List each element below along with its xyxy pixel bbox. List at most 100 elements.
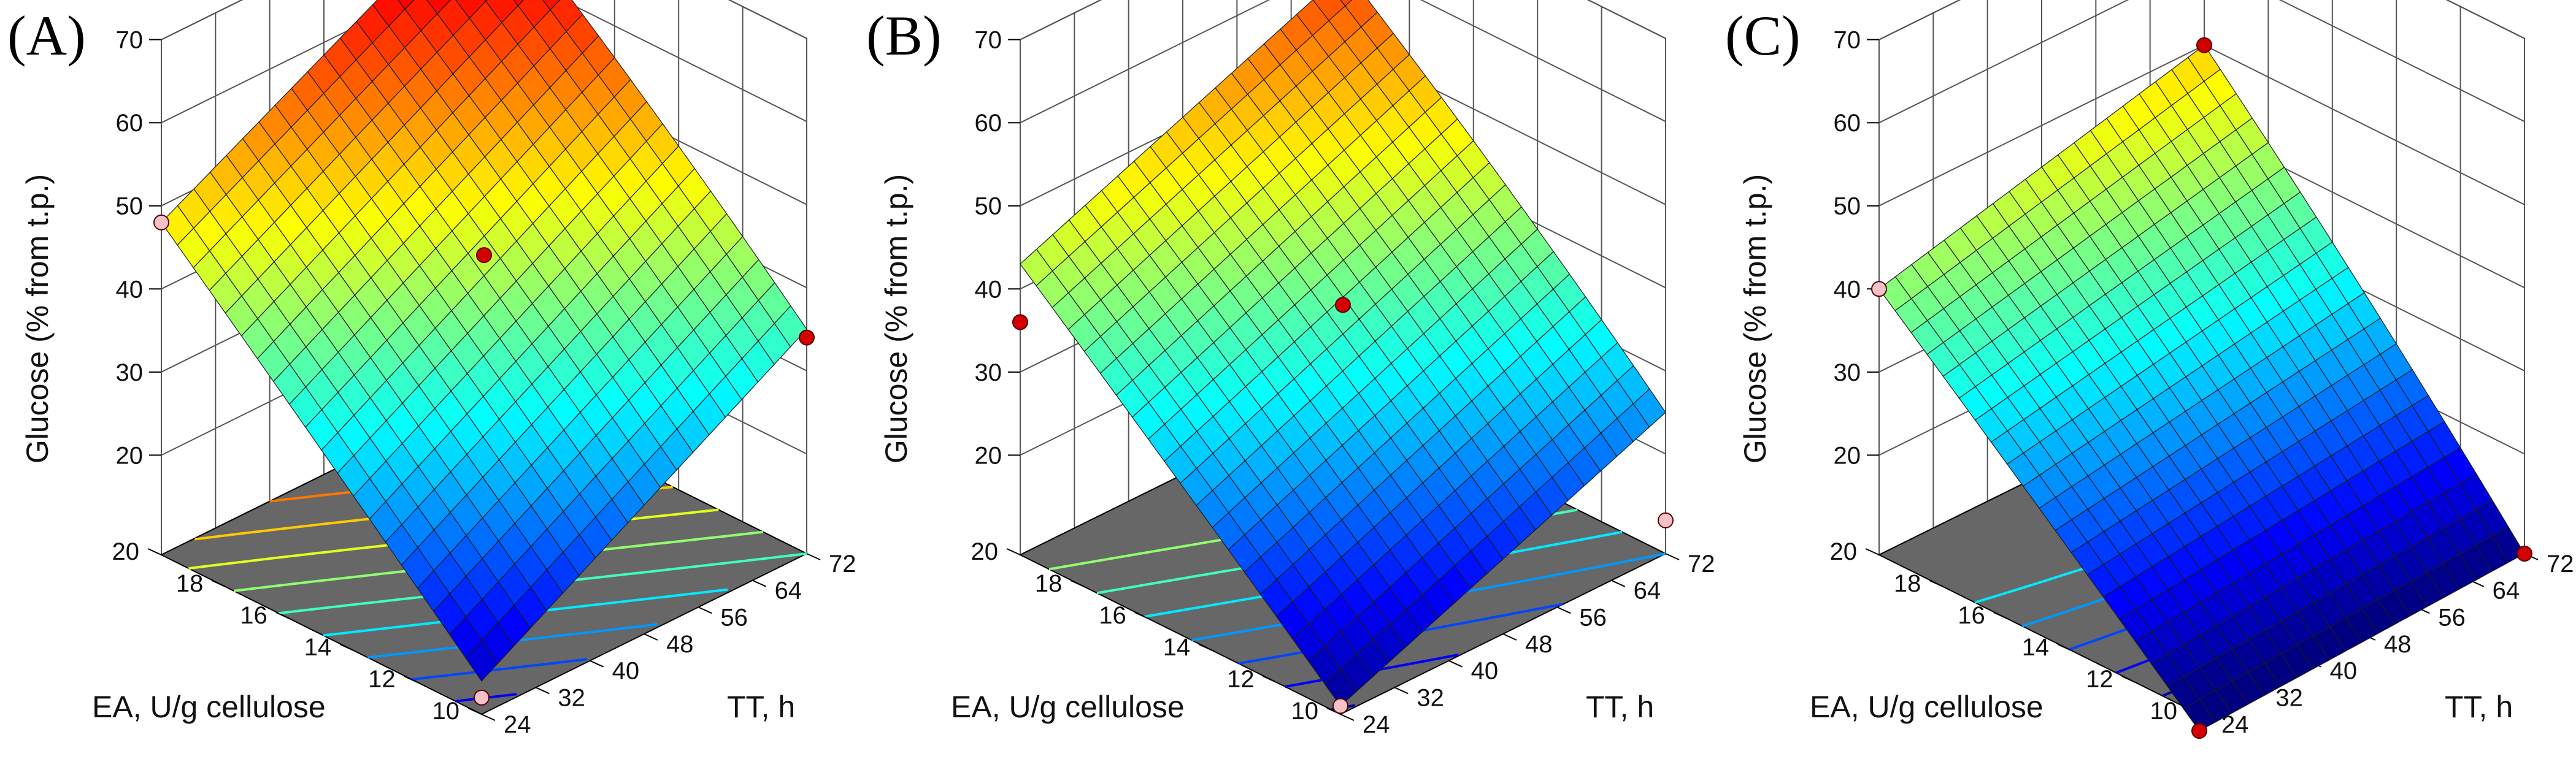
y-tick-label: 48 <box>1525 631 1553 658</box>
z-tick-label: 60 <box>116 110 144 137</box>
z-tick-label: 40 <box>1834 276 1861 303</box>
z-tick-label: 30 <box>116 359 144 386</box>
x-axis-label: EA, U/g cellulose <box>92 690 326 724</box>
x-tick-mark <box>211 580 226 587</box>
design-point <box>799 329 815 346</box>
y-tick-mark <box>1665 553 1680 560</box>
x-tick-mark <box>1134 612 1149 619</box>
design-point <box>2516 546 2532 562</box>
y-tick-mark <box>1556 606 1571 614</box>
z-tick-label: 20 <box>1834 442 1861 469</box>
y-tick-mark <box>1611 579 1626 587</box>
y-axis-label: TT, h <box>1586 690 1654 724</box>
z-tick-label: 60 <box>975 110 1002 137</box>
x-tick-mark <box>1865 548 1880 555</box>
x-tick-mark <box>2121 676 2136 683</box>
y-tick-mark <box>1448 660 1463 668</box>
surface-chart-c: 10121416182024324048566472203040506070Gl… <box>1738 0 2574 739</box>
y-tick-label: 64 <box>1634 578 1661 605</box>
y-tick-label: 56 <box>720 604 748 631</box>
x-tick-label: 18 <box>1035 570 1063 597</box>
design-point <box>2191 723 2207 739</box>
x-tick-label: 14 <box>304 634 332 661</box>
design-point <box>1332 698 1348 714</box>
x-tick-mark <box>1198 644 1213 651</box>
x-tick-mark <box>147 548 162 555</box>
y-tick-mark <box>1502 633 1517 641</box>
y-tick-mark <box>590 660 604 668</box>
y-tick-label: 72 <box>829 551 856 578</box>
surface-chart-b: 10 12 14 16 18 20 24 32 40 48 56 64 72 20 30 40 50 60 70 Gl… <box>879 0 1715 738</box>
z-axis-label: Glucose (% from t.p.) <box>1738 174 1772 463</box>
panel-label: (C) <box>1725 4 1801 67</box>
design-point <box>1658 512 1674 528</box>
y-tick-label: 32 <box>558 684 585 711</box>
surface-cell <box>465 639 499 682</box>
z-tick-label: 50 <box>1834 193 1861 220</box>
x-axis-label: EA, U/g cellulose <box>951 690 1185 724</box>
z-tick-label: 30 <box>975 359 1002 386</box>
z-tick-label: 60 <box>1834 110 1861 137</box>
z-tick-label: 20 <box>116 442 144 469</box>
y-axis-label: TT, h <box>727 690 795 724</box>
design-point <box>1335 297 1351 313</box>
z-tick-label: 40 <box>975 276 1002 303</box>
y-tick-mark <box>752 579 767 587</box>
y-tick-label: 56 <box>2438 604 2466 631</box>
y-tick-mark <box>1394 687 1409 695</box>
y-tick-label: 40 <box>1471 658 1499 685</box>
contour-line <box>411 658 588 681</box>
y-tick-label: 24 <box>504 711 531 738</box>
y-tick-label: 24 <box>1363 711 1390 738</box>
y-tick-mark <box>481 714 496 721</box>
z-tick-label: 30 <box>1834 359 1861 386</box>
design-point <box>474 689 490 706</box>
x-tick-mark <box>275 612 290 619</box>
x-tick-mark <box>404 676 418 683</box>
y-tick-label: 56 <box>1579 604 1607 631</box>
z-tick-label: 40 <box>116 276 144 303</box>
x-tick-mark <box>1263 676 1277 683</box>
panel-label: (B) <box>866 4 942 67</box>
surface-cell <box>1340 0 1353 7</box>
design-point <box>153 214 169 231</box>
y-tick-mark <box>1340 714 1355 721</box>
surface-cell <box>513 0 524 7</box>
x-tick-label: 12 <box>1227 666 1255 693</box>
z-tick-label: 50 <box>116 193 144 220</box>
y-tick-label: 32 <box>1417 684 1444 711</box>
y-tick-label: 40 <box>2330 658 2358 685</box>
x-tick-mark <box>339 644 354 651</box>
x-tick-label: 18 <box>176 570 204 597</box>
x-tick-label: 12 <box>2086 666 2113 693</box>
z-axis-label: Glucose (% from t.p.) <box>20 174 55 463</box>
x-axis-label: EA, U/g cellulose <box>1810 690 2043 724</box>
z-tick-label: 70 <box>116 27 144 54</box>
z-tick-label: 70 <box>1834 27 1861 54</box>
design-point <box>476 247 492 264</box>
x-tick-label: 20 <box>1830 538 1858 565</box>
surface-cell <box>2183 698 2217 731</box>
x-tick-label: 18 <box>1894 570 1921 597</box>
x-tick-mark <box>1929 580 1944 587</box>
y-tick-mark <box>535 687 550 695</box>
z-axis-label: Glucose (% from t.p.) <box>879 174 913 463</box>
x-tick-label: 12 <box>368 666 396 693</box>
x-tick-label: 10 <box>2150 698 2178 725</box>
x-tick-label: 10 <box>433 698 460 725</box>
panel-b: (B) 10 12 14 16 18 20 24 32 40 48 56 64 72 20 30 40 50 60… <box>859 0 1718 756</box>
surface-cell <box>398 0 415 10</box>
y-tick-label: 48 <box>666 631 694 658</box>
x-tick-label: 16 <box>1958 602 1985 629</box>
surface-cell <box>1324 668 1358 707</box>
y-tick-label: 48 <box>2384 631 2412 658</box>
panel-c: (C) 10 12 14 16 18 20 24 32 40 48 56 64 72 20 30 40 50 60… <box>1718 0 2576 756</box>
y-tick-label: 72 <box>1688 551 1715 578</box>
x-tick-mark <box>1070 580 1085 587</box>
z-tick-label: 50 <box>975 193 1002 220</box>
y-tick-label: 64 <box>775 578 802 605</box>
y-tick-mark <box>644 633 658 641</box>
x-tick-label: 20 <box>112 538 140 565</box>
x-tick-label: 10 <box>1291 698 1319 725</box>
